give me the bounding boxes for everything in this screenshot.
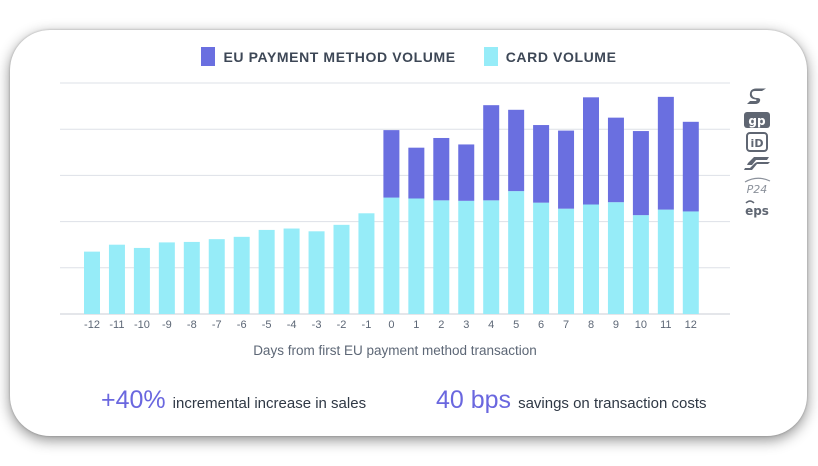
- card-volume-bar: [433, 200, 450, 314]
- eu-payment-volume-bar: [533, 125, 550, 203]
- eu-payment-volume-bar: [682, 121, 699, 212]
- legend-item-card: CARD VOLUME: [483, 47, 617, 66]
- card-volume-bar: [458, 200, 475, 314]
- x-tick-label: 6: [538, 319, 544, 331]
- stat-savings-text: savings on transaction costs: [518, 395, 707, 412]
- bancontact-icon: [744, 157, 770, 170]
- eu-payment-volume-bar: [458, 144, 475, 201]
- payment-method-icons: gp iD P24 eps: [742, 88, 774, 220]
- legend-label-eu-payment: EU PAYMENT METHOD VOLUME: [223, 48, 456, 65]
- x-tick-label: -2: [337, 319, 347, 331]
- ideal-icon: iD: [746, 132, 768, 152]
- giropay-icon: gp: [744, 112, 770, 128]
- eu-payment-volume-bar: [433, 137, 450, 201]
- x-tick-label: 12: [685, 319, 697, 331]
- x-tick-label: -10: [134, 319, 150, 331]
- svg-text:gp: gp: [748, 114, 766, 128]
- legend-label-card: CARD VOLUME: [505, 48, 617, 65]
- eu-payment-volume-bar: [483, 105, 500, 201]
- x-tick-label: -4: [287, 319, 297, 331]
- x-tick-label: 2: [438, 319, 444, 331]
- x-tick-label: -5: [262, 319, 272, 331]
- x-tick-label: -7: [212, 319, 222, 331]
- card-volume-bar: [208, 239, 225, 314]
- card-volume-bar: [283, 228, 300, 314]
- sofort-icon: [747, 88, 766, 104]
- x-tick-label: 3: [463, 319, 469, 331]
- eu-payment-volume-bar: [583, 97, 599, 205]
- card-volume-bar: [533, 202, 550, 314]
- x-axis-title: Days from first EU payment method transa…: [253, 343, 537, 358]
- card-volume-bar: [183, 241, 200, 314]
- x-tick-label: 9: [613, 319, 619, 331]
- card-volume-bar: [508, 191, 525, 314]
- x-tick-label: 4: [488, 319, 494, 331]
- card-volume-bar: [308, 231, 325, 314]
- p24-icon: P24: [744, 177, 771, 196]
- x-tick-label: -11: [109, 319, 124, 331]
- eu-payment-volume-bar: [558, 130, 575, 209]
- card-volume-bar: [133, 247, 150, 314]
- x-tick-label: 7: [563, 319, 569, 331]
- stat-sales-value: +40%: [101, 386, 166, 414]
- svg-text:eps: eps: [745, 204, 769, 218]
- chart-legend: EU PAYMENT METHOD VOLUME CARD VOLUME: [0, 47, 818, 66]
- stat-sales-text: incremental increase in sales: [172, 395, 367, 412]
- svg-text:P24: P24: [747, 183, 768, 196]
- x-tick-label: -6: [237, 319, 247, 331]
- eu-payment-volume-bar: [408, 147, 425, 199]
- card-volume-bar: [583, 204, 599, 314]
- card-volume-bar: [383, 197, 400, 314]
- card-volume-bar: [632, 215, 649, 314]
- card-volume-bar: [607, 202, 624, 314]
- svg-text:iD: iD: [751, 137, 764, 150]
- eu-payment-volume-bar: [383, 130, 400, 198]
- eu-payment-volume-bar: [632, 131, 649, 216]
- legend-swatch-eu-payment: [201, 47, 216, 66]
- card-volume-bar: [558, 208, 575, 314]
- card-volume-bar: [333, 224, 350, 314]
- x-tick-label: -12: [84, 319, 100, 331]
- card-volume-bar: [84, 251, 100, 314]
- x-tick-label: -8: [187, 319, 197, 331]
- x-tick-label: 11: [660, 319, 671, 331]
- card-volume-bar: [483, 200, 500, 314]
- stat-savings: 40 bps savings on transaction costs: [436, 386, 707, 415]
- stat-savings-value: 40 bps: [436, 386, 512, 414]
- card-volume-bar: [408, 198, 425, 314]
- x-tick-label: -3: [312, 319, 322, 331]
- card-volume-bar: [158, 242, 175, 314]
- card-volume-bar: [358, 213, 375, 314]
- card-volume-bar: [682, 211, 699, 314]
- eps-icon: eps: [745, 200, 769, 218]
- legend-swatch-card: [483, 47, 498, 66]
- eu-payment-volume-bar: [508, 109, 525, 192]
- x-tick-label: -1: [362, 319, 372, 331]
- x-tick-label: 8: [588, 319, 594, 331]
- card-volume-bar: [108, 244, 125, 314]
- x-tick-label: 5: [513, 319, 519, 331]
- card-volume-bar: [657, 209, 674, 314]
- card-volume-bar: [233, 236, 250, 314]
- x-tick-label: 10: [635, 319, 647, 331]
- legend-item-eu-payment: EU PAYMENT METHOD VOLUME: [201, 47, 455, 66]
- card-volume-bar: [258, 229, 275, 314]
- x-tick-label: 0: [388, 319, 394, 331]
- x-tick-label: 1: [413, 319, 419, 331]
- eu-payment-volume-bar: [607, 117, 624, 203]
- eu-payment-volume-bar: [657, 96, 674, 210]
- x-tick-label: -9: [162, 319, 172, 331]
- stat-sales: +40% incremental increase in sales: [101, 386, 366, 415]
